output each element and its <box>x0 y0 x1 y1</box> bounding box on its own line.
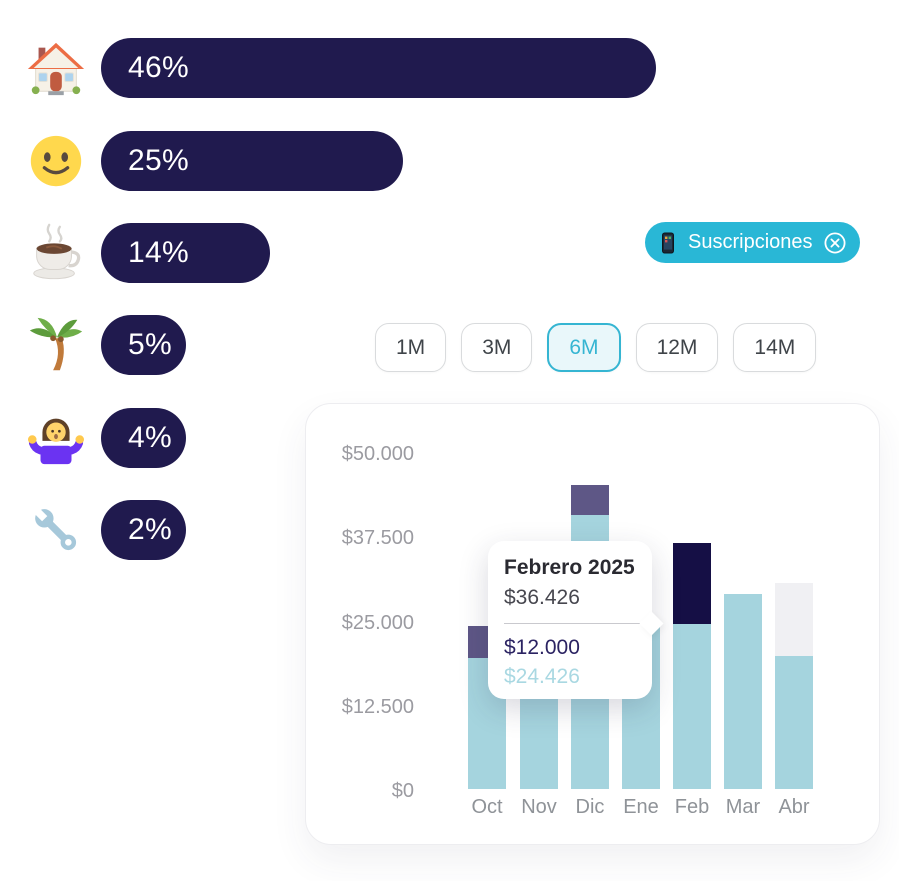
chart-bar-feb-base[interactable] <box>673 624 711 789</box>
category-percent-label: 46% <box>128 51 189 84</box>
category-bar[interactable]: 14% <box>101 223 270 283</box>
tooltip-value-base: $24.426 <box>504 665 580 688</box>
hot-beverage-icon <box>24 221 88 285</box>
filter-chip-label: Suscripciones <box>688 231 813 253</box>
category-row: 25% <box>24 129 403 193</box>
range-button-14m[interactable]: 14M <box>733 323 817 372</box>
range-selector: 1M 3M 6M 12M 14M <box>375 323 817 372</box>
category-percent-label: 5% <box>128 328 172 361</box>
category-percent-label: 4% <box>128 421 172 454</box>
category-percent-label: 14% <box>128 236 189 269</box>
category-row: 14% <box>24 221 270 285</box>
chart-bar-dic-highlight[interactable] <box>571 485 609 515</box>
y-axis-tick: $25.000 <box>341 612 414 634</box>
x-axis-label: Mar <box>725 796 761 818</box>
y-axis-tick: $0 <box>391 780 414 802</box>
category-bar[interactable]: 25% <box>101 131 403 191</box>
y-axis-tick: $50.000 <box>341 443 414 465</box>
x-axis-label: Nov <box>521 796 557 818</box>
category-row: 2% <box>24 498 186 562</box>
chart-bar-abr-highlight[interactable] <box>775 583 813 656</box>
category-row: 4% <box>24 406 186 470</box>
chart-bar-feb-highlight[interactable] <box>673 543 711 624</box>
category-percent-label: 25% <box>128 144 189 177</box>
mobile-phone-icon <box>658 232 678 254</box>
x-axis-label: Abr <box>778 796 810 818</box>
category-bar[interactable]: 4% <box>101 408 186 468</box>
category-bar[interactable]: 46% <box>101 38 656 98</box>
chart-bar-abr-base[interactable] <box>775 656 813 789</box>
smiling-face-icon <box>24 129 88 193</box>
chart-plot: Oct Nov Dic Ene Feb Mar Abr <box>306 404 879 844</box>
tooltip-title: Febrero 2025 <box>504 556 635 579</box>
house-icon <box>24 36 88 100</box>
wrench-icon <box>24 498 88 562</box>
palm-tree-icon <box>24 313 88 377</box>
chart-bar-mar-base[interactable] <box>724 594 762 789</box>
tooltip-total: $36.426 <box>504 586 580 609</box>
x-axis-label: Feb <box>674 796 710 818</box>
category-bar[interactable]: 5% <box>101 315 186 375</box>
x-axis-label: Ene <box>623 796 659 818</box>
range-button-12m[interactable]: 12M <box>635 323 719 372</box>
y-axis-tick: $37.500 <box>341 527 414 549</box>
x-axis-label: Dic <box>575 796 605 818</box>
category-bar[interactable]: 2% <box>101 500 186 560</box>
chip-close-icon[interactable] <box>823 231 847 255</box>
filter-chip-suscripciones[interactable]: Suscripciones <box>645 222 860 263</box>
tooltip-divider <box>504 623 640 624</box>
range-button-1m[interactable]: 1M <box>375 323 447 372</box>
category-row: 5% <box>24 313 186 377</box>
category-row: 46% <box>24 36 656 100</box>
chart-tooltip: Febrero 2025 $36.426 $12.000 $24.426 <box>488 541 664 699</box>
y-axis-tick: $12.500 <box>341 696 414 718</box>
range-button-6m[interactable]: 6M <box>547 323 621 372</box>
chart-card: $50.000 $37.500 $25.000 $12.500 $0 Oct No… <box>305 403 880 845</box>
tooltip-value-highlight: $12.000 <box>504 636 580 659</box>
category-percent-label: 2% <box>128 513 172 546</box>
woman-shrugging-icon <box>24 406 88 470</box>
x-axis-label: Oct <box>471 796 503 818</box>
range-button-3m[interactable]: 3M <box>461 323 533 372</box>
